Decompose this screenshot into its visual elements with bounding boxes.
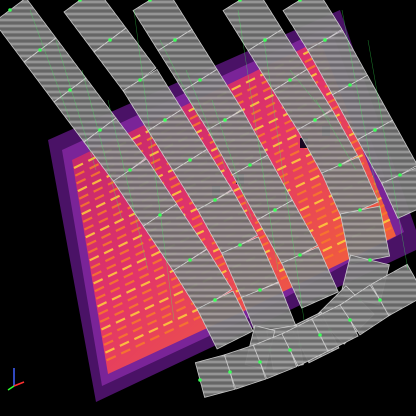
camera-frame[interactable] [172,248,233,312]
camera-frame[interactable] [172,148,233,212]
camera-position-marker[interactable] [258,288,262,292]
roof-rib [104,218,391,354]
camera-frame[interactable] [272,68,333,132]
camera-position-marker[interactable] [348,83,352,87]
camera-position-marker[interactable] [348,318,352,322]
x-axis [13,381,25,387]
camera-link-line [107,99,149,271]
camera-position-marker[interactable] [338,163,342,167]
camera-position-marker[interactable] [148,0,152,2]
camera-link-line [133,9,175,321]
camera-link-line [367,39,409,271]
y-axis [7,385,15,391]
camera-position-marker[interactable] [198,378,202,382]
camera-frame[interactable] [182,68,243,132]
camera-frame[interactable] [196,290,254,350]
camera-position-marker[interactable] [358,208,362,212]
camera-position-marker[interactable] [313,118,317,122]
camera-position-marker[interactable] [138,78,142,82]
camera-frame[interactable] [339,284,391,336]
camera-link-line [185,69,227,171]
camera-link-line [289,69,331,121]
roof-rib [102,204,385,339]
camera-position-marker[interactable] [398,173,402,177]
camera-link-line [55,39,97,171]
camera-frame[interactable] [196,189,259,256]
camera-position-marker[interactable] [248,163,252,167]
camera-position-marker[interactable] [188,158,192,162]
camera-position-marker[interactable] [128,168,132,172]
camera-link-line [341,9,383,221]
camera-position-marker[interactable] [188,258,192,262]
camera-position-marker[interactable] [228,370,232,374]
camera-link-line [211,99,253,221]
axis-gizmo [7,368,25,391]
camera-position-marker[interactable] [288,78,292,82]
camera-position-marker[interactable] [223,118,227,122]
camera-frame[interactable] [356,119,416,186]
camera-frame[interactable] [339,205,391,265]
camera-position-marker[interactable] [38,48,42,52]
camera-frame[interactable] [256,199,319,266]
camera-frame[interactable] [221,236,279,299]
camera-position-marker[interactable] [298,253,302,257]
camera-link-line [315,99,357,171]
camera-position-marker[interactable] [213,298,217,302]
camera-position-marker[interactable] [378,298,382,302]
camera-position-marker[interactable] [318,333,322,337]
camera-position-marker[interactable] [258,360,262,364]
camera-position-marker[interactable] [238,243,242,247]
camera-position-marker[interactable] [198,78,202,82]
camera-position-marker[interactable] [238,0,242,2]
camera-link-line [237,9,279,271]
roof-hatch [300,138,308,148]
camera-frame[interactable] [296,109,359,176]
roof-rib [103,211,388,346]
camera-position-marker[interactable] [78,0,82,2]
camera-link-line [263,39,305,321]
camera-frame[interactable] [321,156,379,219]
camera-position-marker[interactable] [273,208,277,212]
camera-frame[interactable] [93,27,157,93]
camera-frame[interactable] [381,167,416,219]
camera-position-marker[interactable] [323,38,327,42]
camera-link-line [81,69,123,221]
camera-position-marker[interactable] [373,128,377,132]
camera-position-marker[interactable] [213,198,217,202]
camera-frame[interactable] [370,263,416,317]
camera-position-marker[interactable] [98,128,102,132]
camera-frames[interactable] [0,0,416,398]
camera-position-marker[interactable] [163,118,167,122]
camera-frame[interactable] [83,117,147,183]
camera-link-line [159,39,201,121]
roof-rib [100,196,382,331]
camera-link-line [29,9,71,121]
camera-position-marker[interactable] [298,0,302,2]
camera-position-marker[interactable] [288,348,292,352]
camera-frame[interactable] [282,0,343,52]
camera-position-marker[interactable] [158,213,162,217]
camera-frame[interactable] [142,203,208,272]
camera-position-marker[interactable] [108,38,112,42]
camera-position-marker[interactable] [368,258,372,262]
camera-position-marker[interactable] [263,38,267,42]
camera-position-marker[interactable] [8,8,12,12]
roof-rib [106,225,394,362]
camera-position-marker[interactable] [173,38,177,42]
